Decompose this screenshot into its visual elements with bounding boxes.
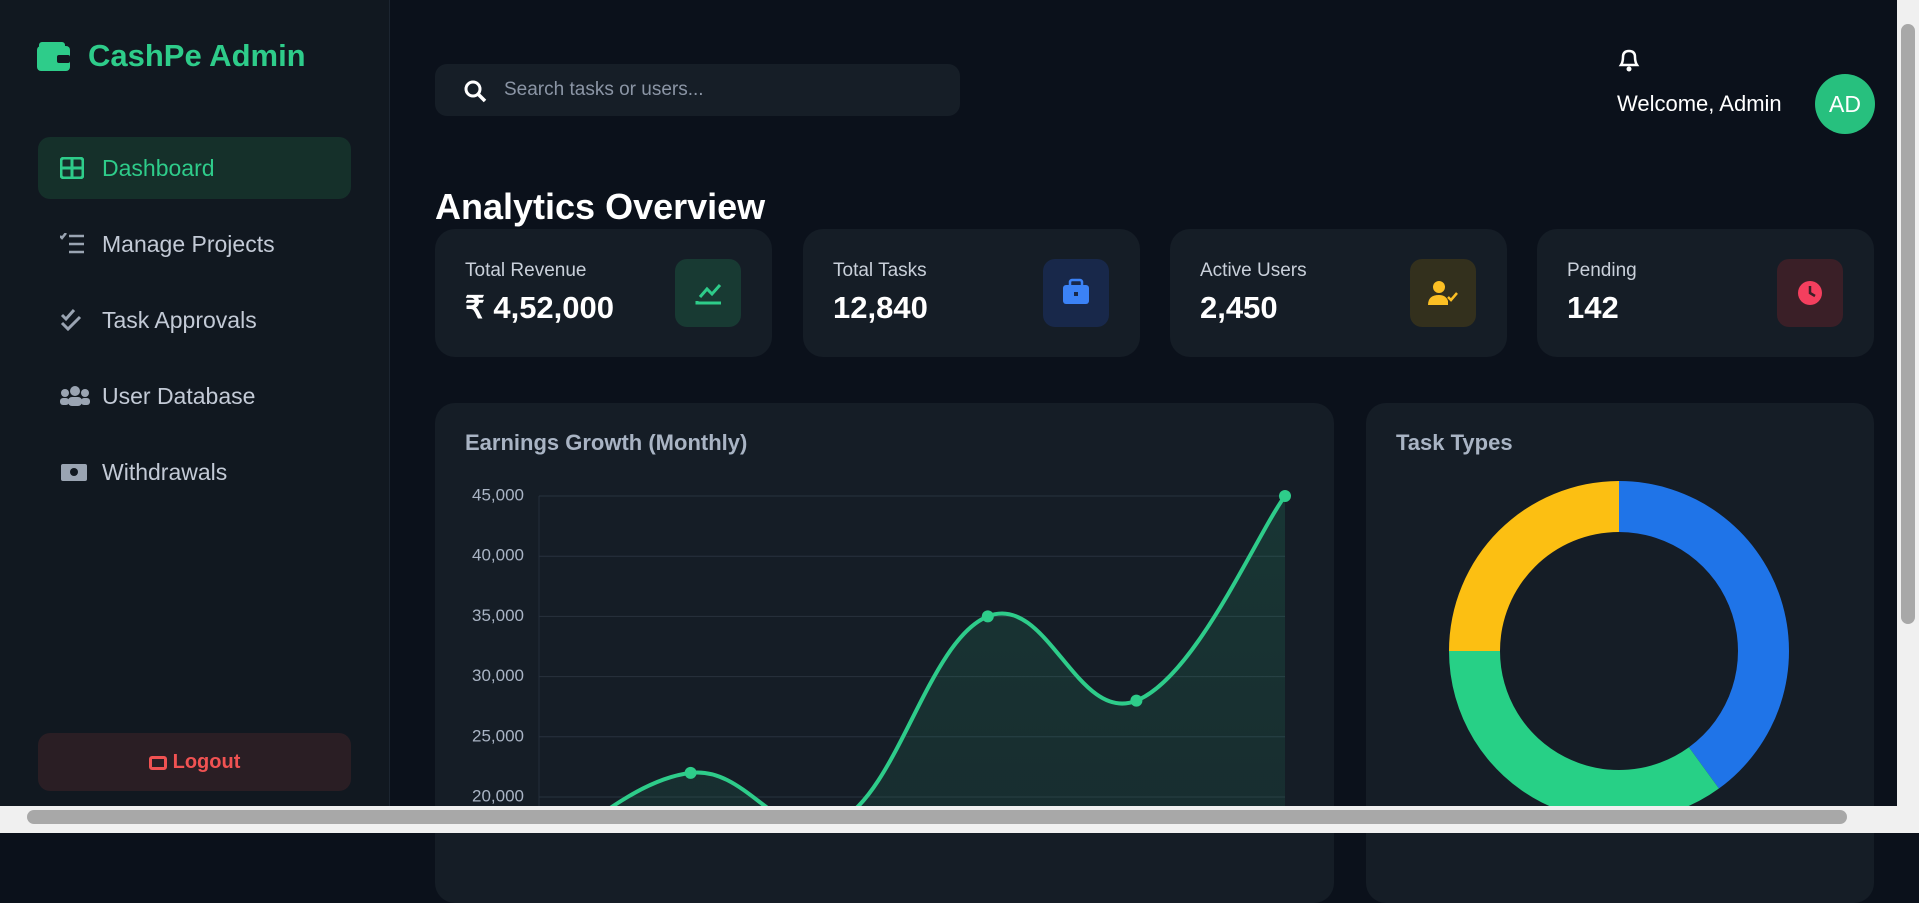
nav-item[interactable]: Manage Projects bbox=[38, 213, 351, 275]
welcome-text: Welcome, Admin bbox=[1617, 91, 1782, 116]
charts: Earnings Growth (Monthly) Task Types 20,… bbox=[465, 430, 1789, 833]
stat-value: 2,450 bbox=[1200, 290, 1278, 325]
stat-label: Active Users bbox=[1200, 260, 1307, 281]
donut-segment bbox=[1449, 651, 1719, 821]
stat-card: Total Revenue ₹ 4,52,000 bbox=[435, 229, 772, 357]
nav-label: Withdrawals bbox=[102, 459, 228, 485]
nav-item[interactable]: Withdrawals bbox=[38, 441, 351, 503]
chart-title: Earnings Growth (Monthly) bbox=[465, 430, 747, 455]
y-tick-label: 40,000 bbox=[472, 546, 524, 565]
stat-card: Active Users 2,450 bbox=[1170, 229, 1507, 357]
stat-label: Total Tasks bbox=[833, 260, 927, 281]
brand: CashPe Admin bbox=[88, 38, 306, 73]
stat-value: 142 bbox=[1567, 290, 1619, 325]
nav-label: User Database bbox=[102, 383, 256, 409]
search-icon bbox=[464, 80, 487, 103]
logout-label: Logout bbox=[172, 751, 241, 773]
stat-card: Total Tasks 12,840 bbox=[803, 229, 1140, 357]
nav-label: Task Approvals bbox=[102, 307, 257, 333]
stat-label: Pending bbox=[1567, 260, 1637, 281]
horizontal-scrollbar[interactable] bbox=[0, 806, 1919, 833]
y-tick-label: 35,000 bbox=[472, 606, 524, 625]
chart-title: Task Types bbox=[1396, 430, 1513, 455]
y-tick-label: 30,000 bbox=[472, 666, 524, 685]
point bbox=[1130, 694, 1143, 707]
stat-icon bbox=[675, 259, 741, 327]
nav-item[interactable]: Dashboard bbox=[38, 137, 351, 199]
stat-icon bbox=[1410, 259, 1476, 327]
point bbox=[684, 766, 697, 779]
point bbox=[981, 610, 994, 623]
nav-item[interactable]: User Database bbox=[38, 365, 351, 427]
nav-label: Dashboard bbox=[102, 155, 215, 181]
stat-icon bbox=[1777, 259, 1843, 327]
notification-bell[interactable] bbox=[1617, 47, 1641, 73]
nav-item[interactable]: Task Approvals bbox=[38, 289, 351, 351]
sidebar: CashPe Admin Dashboard Manage Projects T… bbox=[0, 0, 390, 833]
point bbox=[1279, 490, 1291, 502]
logout-button[interactable]: Logout bbox=[38, 733, 351, 791]
y-tick-label: 25,000 bbox=[472, 726, 524, 745]
stat-card: Pending 142 bbox=[1537, 229, 1874, 357]
search-box[interactable]: Search tasks or users... bbox=[435, 64, 960, 116]
stat-value: 12,840 bbox=[833, 290, 928, 325]
nav-label: Manage Projects bbox=[102, 231, 275, 257]
area bbox=[575, 496, 1285, 833]
brand-icon bbox=[37, 42, 70, 71]
donut-segment bbox=[1449, 481, 1619, 651]
avatar[interactable]: AD bbox=[1815, 74, 1875, 134]
donut-segment bbox=[1619, 481, 1789, 789]
stat-icon bbox=[1043, 259, 1109, 327]
stat-label: Total Revenue bbox=[465, 260, 587, 281]
vertical-scrollbar[interactable] bbox=[1897, 0, 1919, 806]
y-tick-label: 20,000 bbox=[472, 786, 524, 805]
page-heading: Analytics Overview bbox=[435, 186, 766, 227]
y-tick-label: 45,000 bbox=[472, 485, 524, 504]
search-placeholder: Search tasks or users... bbox=[504, 79, 704, 100]
stat-value: ₹ 4,52,000 bbox=[465, 290, 615, 325]
